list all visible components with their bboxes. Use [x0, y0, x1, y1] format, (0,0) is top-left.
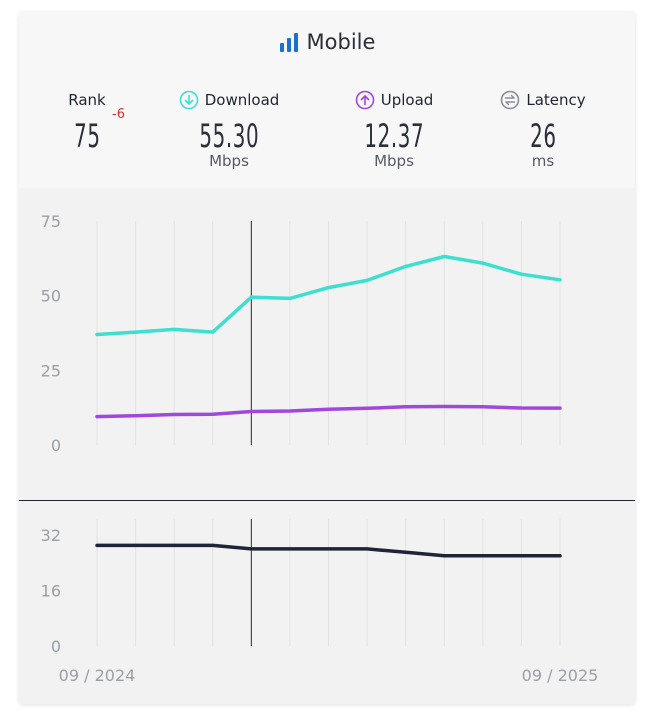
latency-data-point-latency	[249, 547, 253, 551]
latency-y-tick-label: 32	[41, 526, 61, 545]
speed-data-point-download	[365, 278, 369, 282]
speed-y-tick-label: 0	[51, 436, 61, 455]
latency-data-point-latency	[558, 554, 562, 558]
latency-x-tick-label-start: 09 / 2024	[59, 666, 136, 685]
speed-data-point-download	[134, 330, 138, 334]
latency-y-tick-label: 16	[41, 582, 61, 601]
speed-data-point-download	[481, 261, 485, 265]
latency-data-point-latency	[134, 543, 138, 547]
speed-data-point-download	[558, 278, 562, 282]
speed-data-point-upload	[172, 413, 176, 417]
download-stat: Download 55.30 Mbps	[164, 88, 294, 170]
speed-data-point-upload	[442, 404, 446, 408]
speed-data-point-upload	[519, 406, 523, 410]
upload-arrow-icon	[355, 90, 375, 110]
latency-data-point-latency	[442, 554, 446, 558]
chart-divider	[19, 500, 635, 501]
speed-data-point-download	[249, 295, 253, 299]
speed-data-point-download	[211, 330, 215, 334]
speed-y-tick-label: 50	[41, 287, 61, 306]
download-arrow-icon	[179, 90, 199, 110]
speed-data-point-download	[95, 332, 99, 336]
speed-data-point-download	[288, 296, 292, 300]
speed-data-point-upload	[404, 405, 408, 409]
speed-card: Mobile Rank 75 -6 Download 55.30 Mbps	[19, 12, 635, 704]
rank-label: Rank	[68, 91, 106, 109]
latency-value: 26	[529, 117, 557, 155]
speed-y-tick-label: 25	[41, 361, 61, 380]
rank-stat: Rank 75	[47, 88, 127, 154]
latency-data-point-latency	[172, 543, 176, 547]
latency-data-point-latency	[211, 543, 215, 547]
speed-data-point-upload	[211, 412, 215, 416]
upload-stat: Upload 12.37 Mbps	[339, 88, 449, 170]
download-value: 55.30	[199, 117, 259, 155]
latency-data-point-latency	[95, 543, 99, 547]
title-text: Mobile	[306, 30, 376, 54]
card-title: Mobile	[19, 30, 635, 54]
latency-stat: Latency 26 ms	[493, 88, 593, 170]
speed-data-point-upload	[249, 410, 253, 414]
latency-x-tick-label-end: 09 / 2025	[522, 666, 599, 685]
speed-data-point-upload	[365, 406, 369, 410]
speed-data-point-download	[404, 264, 408, 268]
speed-data-point-upload	[288, 409, 292, 413]
speed-data-point-upload	[95, 415, 99, 419]
latency-data-point-latency	[404, 550, 408, 554]
speed-data-point-download	[519, 272, 523, 276]
download-unit: Mbps	[209, 152, 249, 170]
latency-data-point-latency	[327, 547, 330, 551]
rank-delta: -6	[112, 107, 125, 122]
upload-value: 12.37	[364, 117, 424, 155]
summary-header: Mobile Rank 75 -6 Download 55.30 Mbps	[19, 12, 635, 188]
latency-unit: ms	[531, 152, 555, 170]
latency-icon	[501, 90, 520, 110]
download-label: Download	[204, 91, 280, 109]
latency-chart: 32 16 0 09 / 2024 09 / 2025	[41, 519, 599, 685]
speed-data-point-upload	[481, 405, 485, 409]
latency-data-point-latency	[519, 554, 523, 558]
latency-data-point-latency	[481, 554, 485, 558]
rank-value: 75	[73, 117, 101, 155]
speed-data-point-download	[442, 255, 446, 259]
latency-data-point-latency	[365, 547, 369, 551]
speed-data-point-upload	[558, 406, 562, 410]
speed-data-point-upload	[327, 407, 330, 411]
speed-chart: 75 50 25 0	[41, 212, 562, 455]
speed-data-point-download	[172, 327, 176, 331]
latency-label: Latency	[526, 91, 586, 109]
speed-data-point-upload	[134, 414, 138, 418]
upload-unit: Mbps	[374, 152, 414, 170]
signal-bars-icon	[279, 33, 298, 52]
speed-y-tick-label: 75	[41, 212, 61, 231]
upload-label: Upload	[380, 91, 434, 109]
latency-y-tick-label: 0	[51, 637, 61, 656]
latency-data-point-latency	[288, 547, 292, 551]
speed-data-point-download	[327, 286, 330, 290]
